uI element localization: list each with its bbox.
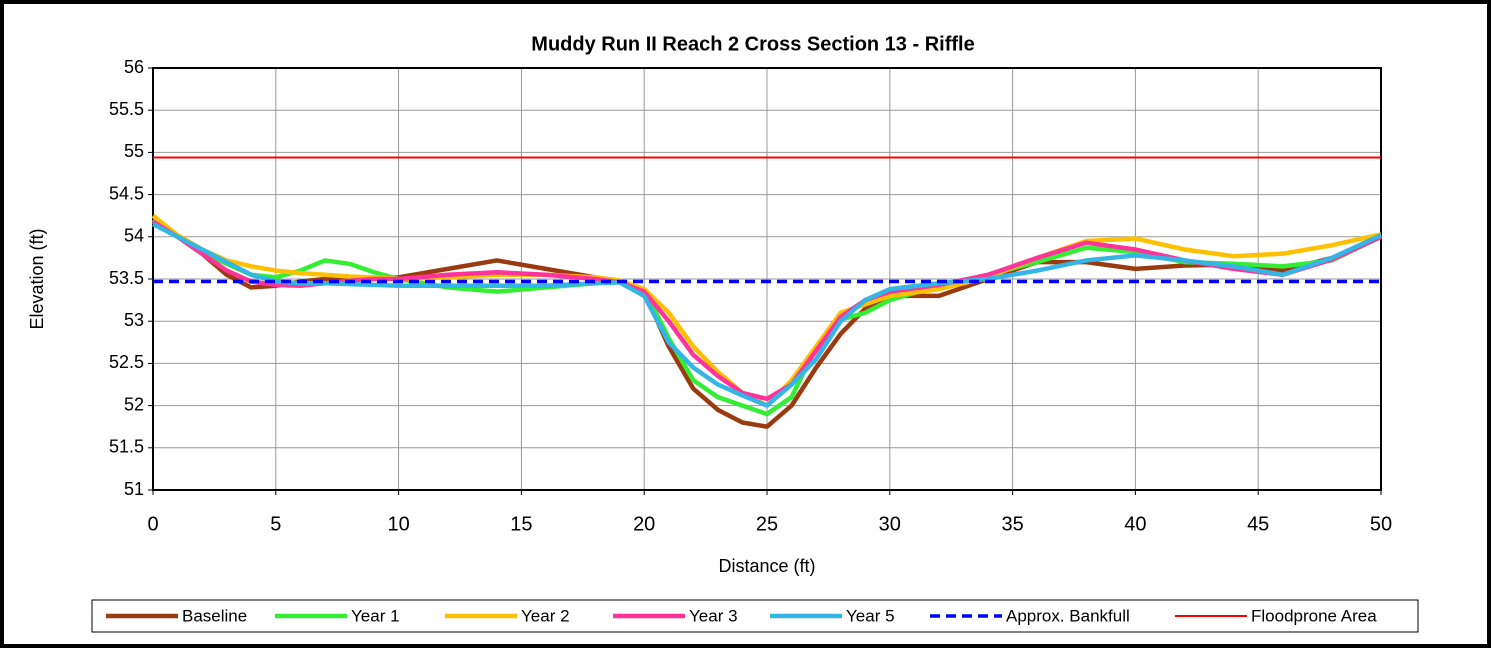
y-tick-label: 53 [124, 310, 144, 330]
y-tick-label: 55 [124, 141, 144, 161]
data-line [151, 219, 1382, 402]
y-tick-label: 52 [124, 394, 144, 414]
legend-label: Approx. Bankfull [1006, 606, 1130, 625]
legend-label: Year 5 [846, 606, 895, 625]
y-tick-label: 55.5 [109, 99, 144, 119]
x-tick-label: 30 [879, 513, 901, 535]
y-tick-label: 54.5 [109, 183, 144, 203]
x-tick-label: 35 [1001, 513, 1023, 535]
x-tick-label: 40 [1124, 513, 1146, 535]
x-tick-label: 15 [510, 513, 532, 535]
legend-label: Year 3 [689, 606, 738, 625]
x-tick-label: 50 [1370, 513, 1392, 535]
y-tick-label: 52.5 [109, 352, 144, 372]
x-tick-label: 20 [633, 513, 655, 535]
y-tick-label: 54 [124, 226, 144, 246]
y-axis-label: Elevation (ft) [27, 228, 47, 329]
y-tick-label: 56 [124, 57, 144, 77]
data-line [151, 218, 1382, 417]
plot-frame [152, 67, 1382, 491]
legend-label: Year 2 [521, 606, 570, 625]
x-tick-label: 0 [147, 513, 158, 535]
y-tick-label: 51.5 [109, 437, 144, 457]
x-tick-label: 25 [756, 513, 778, 535]
legend-label: Year 1 [351, 606, 400, 625]
x-tick-label: 45 [1247, 513, 1269, 535]
legend-label: Floodprone Area [1251, 606, 1377, 625]
x-tick-label: 5 [270, 513, 281, 535]
y-tick-label: 51 [124, 479, 144, 499]
y-tick-label: 53.5 [109, 268, 144, 288]
x-tick-label: 10 [387, 513, 409, 535]
x-axis-label: Distance (ft) [718, 556, 815, 576]
chart-title: Muddy Run II Reach 2 Cross Section 13 - … [531, 33, 974, 55]
legend-label: Baseline [182, 606, 247, 625]
